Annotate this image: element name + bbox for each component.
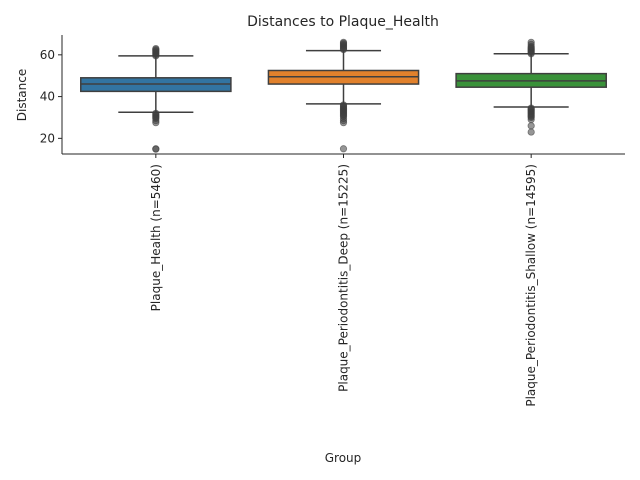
chart-title: Distances to Plaque_Health [247,14,439,30]
y-tick-label: 60 [40,48,55,62]
outlier-point [527,128,535,136]
x-tick-label: Plaque_Health (n=5460) [149,164,163,311]
plot-area: 20 40 60 Plaque_Health (n=5460) Plaque_Perio… [40,35,625,407]
y-axis-label: Distance [15,69,29,121]
y-tick-label: 40 [40,90,55,104]
outlier-point [152,119,160,127]
outlier-point [527,122,535,130]
y-tick-label: 20 [40,131,55,145]
outlier-point [339,119,348,127]
outlier-point [152,44,160,53]
outlier-point [152,145,160,153]
x-tick-label: Plaque_Periodontitis_Shallow (n=14595) [524,164,538,407]
x-tick-label: Plaque_Periodontitis_Deep (n=15225) [337,164,351,392]
outlier-point [339,145,348,153]
outlier-point [527,38,535,46]
outlier-point [527,115,535,124]
x-axis-label: Group [325,451,362,465]
outlier-point [339,38,348,46]
